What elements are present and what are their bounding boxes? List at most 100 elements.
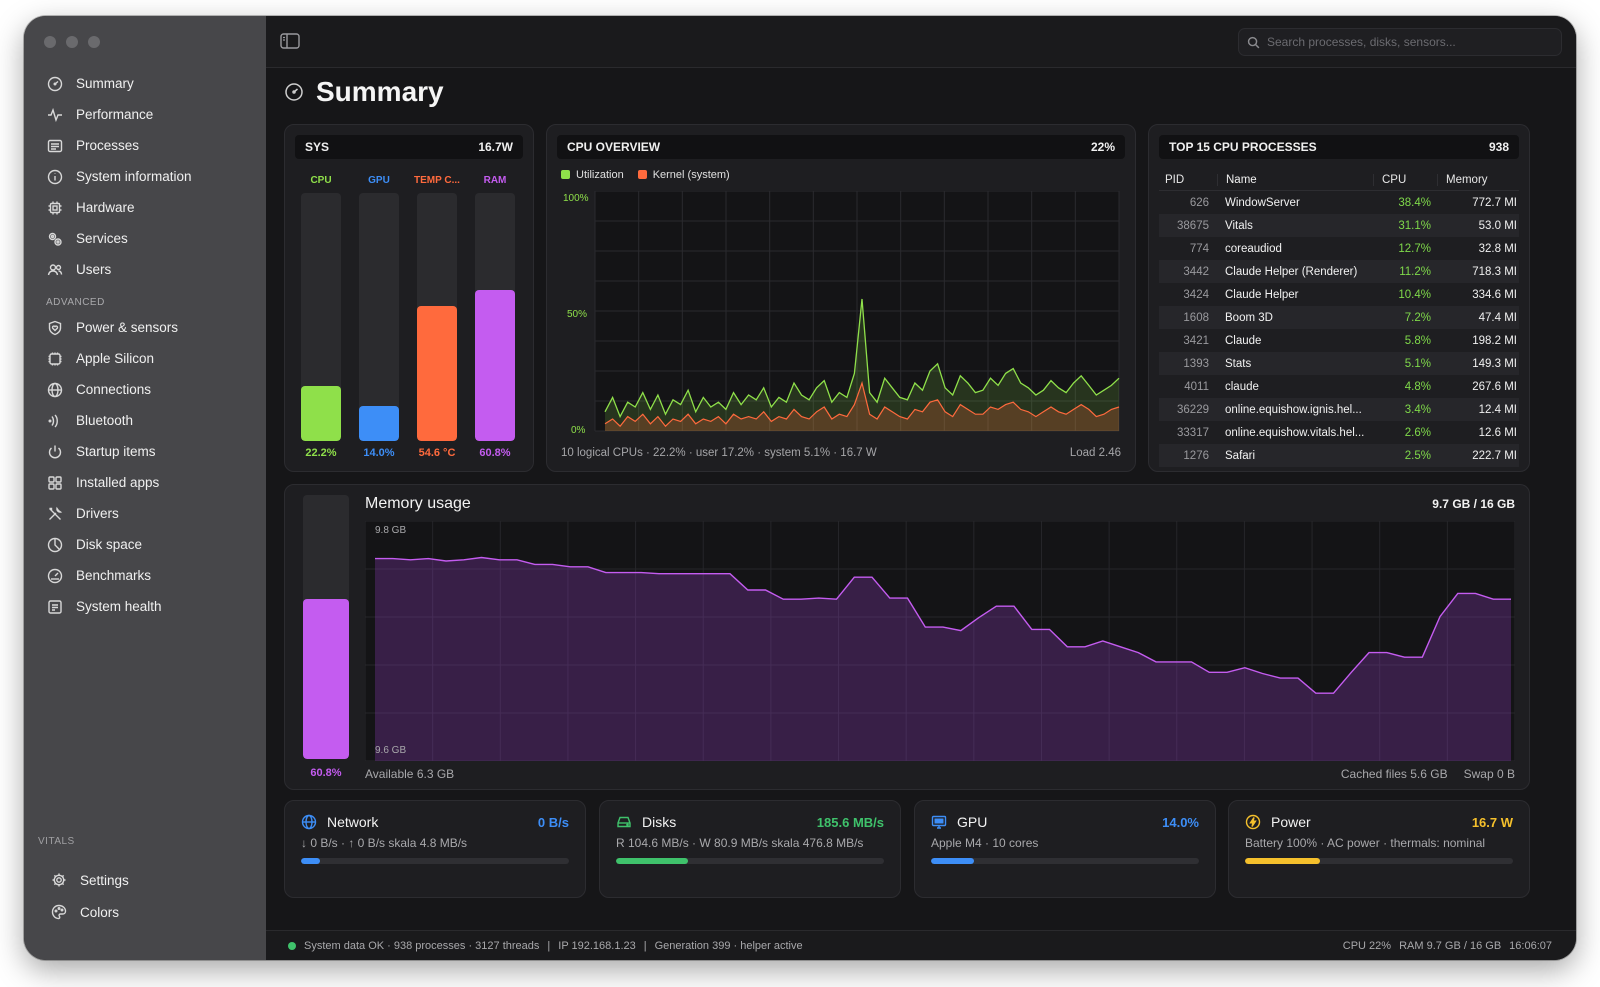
- table-row[interactable]: 3442 Claude Helper (Renderer) 11.2% 718.3 M…: [1159, 260, 1519, 283]
- minimize-window-button[interactable]: [66, 36, 78, 48]
- sidebar-toggle-icon[interactable]: [280, 32, 300, 50]
- sidebar-nav: Summary Performance Processes System inf…: [40, 68, 252, 622]
- gpu-tile[interactable]: GPU 14.0% Apple M4 · 10 cores: [914, 800, 1216, 898]
- table-row[interactable]: 3421 Claude 5.8% 198.2 MI: [1159, 329, 1519, 352]
- sidebar-item-label: Hardware: [76, 200, 135, 215]
- sidebar-item-label: Summary: [76, 76, 134, 91]
- sidebar-item-system-health[interactable]: System health: [40, 591, 252, 622]
- process-pid: 3442: [1183, 265, 1209, 278]
- processes-title: TOP 15 CPU PROCESSES: [1169, 140, 1317, 154]
- status-ram: RAM 9.7 GB / 16 GB: [1399, 939, 1502, 952]
- status-separator: |: [643, 939, 647, 952]
- sidebar-item-label: Colors: [80, 904, 120, 920]
- disks-tile[interactable]: Disks 185.6 MB/s R 104.6 MB/s · W 80.9 M…: [599, 800, 901, 898]
- gear-icon: [50, 871, 68, 889]
- memory-chart: 9.8 GB 9.6 GB: [365, 521, 1515, 761]
- cpu-bar-label: CPU: [310, 175, 332, 186]
- table-row[interactable]: 36229 online.equishow.ignis.hel... 3.4% 12.…: [1159, 398, 1519, 421]
- sidebar-item-installed-apps[interactable]: Installed apps: [40, 467, 252, 498]
- sidebar: Summary Performance Processes System inf…: [24, 16, 266, 960]
- disks-value: 185.6 MB/s: [816, 814, 884, 830]
- sidebar-item-drivers[interactable]: Drivers: [40, 498, 252, 529]
- process-name: Safari: [1225, 449, 1256, 462]
- memory-y-bottom-label: 9.6 GB: [375, 745, 406, 756]
- column-header-memory[interactable]: Memory: [1437, 173, 1517, 186]
- gpu-progress-fill: [931, 858, 974, 864]
- temp-bar-label: TEMP C...: [414, 175, 460, 186]
- status-time: 16:06:07: [1509, 939, 1552, 952]
- main-content: Summary SYS 16.7W CPU 22.2% GPU 14.0%: [266, 16, 1576, 960]
- table-row[interactable]: 1393 Stats 5.1% 149.3 MI: [1159, 352, 1519, 375]
- process-name: online.equishow.ignis.hel...: [1225, 403, 1362, 416]
- sidebar-item-services[interactable]: Services: [40, 223, 252, 254]
- process-cpu: 3.4%: [1404, 403, 1431, 416]
- sidebar-item-connections[interactable]: Connections: [40, 374, 252, 405]
- sidebar-item-performance[interactable]: Performance: [40, 99, 252, 130]
- cpu-y-tick-100: 100%: [563, 193, 589, 204]
- search-input[interactable]: [1267, 35, 1557, 49]
- process-memory: 12.6 MI: [1478, 426, 1517, 439]
- power-tile[interactable]: Power 16.7 W Battery 100% · AC power · t…: [1228, 800, 1530, 898]
- gauge-icon: [285, 83, 303, 101]
- process-name: Vitals: [1225, 219, 1253, 232]
- process-name: coreaudiod: [1225, 242, 1282, 255]
- temp-bar-value: 54.6 °C: [418, 447, 456, 459]
- gpu-label: GPU: [957, 814, 988, 830]
- search-field[interactable]: [1238, 28, 1562, 56]
- sidebar-item-disk-space[interactable]: Disk space: [40, 529, 252, 560]
- table-row[interactable]: 626 WindowServer 38.4% 772.7 MI: [1159, 191, 1519, 214]
- sidebar-item-label: Disk space: [76, 537, 143, 552]
- processes-table: PID Name CPU Memory 626 WindowServer 38.4%…: [1159, 169, 1519, 467]
- table-row[interactable]: 774 coreaudiod 12.7% 32.8 MI: [1159, 237, 1519, 260]
- sidebar-item-summary[interactable]: Summary: [40, 68, 252, 99]
- disks-label: Disks: [642, 814, 677, 830]
- cpu-bar-fill: [301, 385, 341, 441]
- process-memory: 149.3 MI: [1472, 357, 1517, 370]
- table-row[interactable]: 4011 claude 4.8% 267.6 MI: [1159, 375, 1519, 398]
- process-cpu: 2.5%: [1404, 449, 1431, 462]
- process-name: claude: [1225, 380, 1259, 393]
- zoom-window-button[interactable]: [88, 36, 100, 48]
- gpu-bar-label: GPU: [368, 175, 390, 186]
- process-cpu: 12.7%: [1398, 242, 1431, 255]
- sidebar-item-bluetooth[interactable]: Bluetooth: [40, 405, 252, 436]
- network-tile[interactable]: Network 0 B/s ↓ 0 B/s · ↑ 0 B/s skala 4.…: [284, 800, 586, 898]
- sidebar-item-startup-items[interactable]: Startup items: [40, 436, 252, 467]
- sidebar-item-users[interactable]: Users: [40, 254, 252, 285]
- status-separator: |: [547, 939, 551, 952]
- sidebar-item-settings[interactable]: Settings: [44, 864, 256, 896]
- table-row[interactable]: 38675 Vitals 31.1% 53.0 MI: [1159, 214, 1519, 237]
- process-memory: 267.6 MI: [1472, 380, 1517, 393]
- process-pid: 36229: [1177, 403, 1209, 416]
- table-row[interactable]: 3424 Claude Helper 10.4% 334.6 MI: [1159, 283, 1519, 306]
- sidebar-item-colors[interactable]: Colors: [44, 896, 256, 928]
- sidebar-item-apple-silicon[interactable]: Apple Silicon: [40, 343, 252, 374]
- sidebar-item-benchmarks[interactable]: Benchmarks: [40, 560, 252, 591]
- column-header-name[interactable]: Name: [1217, 173, 1373, 186]
- sidebar-item-system-information[interactable]: System information: [40, 161, 252, 192]
- shield-heart-icon: [46, 319, 64, 337]
- bluetooth-icon: [46, 412, 64, 430]
- sys-power: 16.7W: [478, 140, 513, 154]
- memory-title: Memory usage: [365, 495, 471, 512]
- process-pid: 3421: [1183, 334, 1209, 347]
- column-header-pid[interactable]: PID: [1165, 173, 1185, 186]
- sidebar-item-label: Bluetooth: [76, 413, 134, 428]
- table-row[interactable]: 33317 online.equishow.vitals.hel... 2.6% 12…: [1159, 421, 1519, 444]
- sidebar-item-power-sensors[interactable]: Power & sensors: [40, 312, 252, 343]
- process-pid: 1276: [1183, 449, 1209, 462]
- gpu-progress: [931, 858, 1199, 864]
- table-row[interactable]: 1276 Safari 2.5% 222.7 MI: [1159, 444, 1519, 467]
- sidebar-item-processes[interactable]: Processes: [40, 130, 252, 161]
- column-header-cpu[interactable]: CPU: [1373, 173, 1437, 186]
- gauge-icon: [46, 75, 64, 93]
- process-cpu: 10.4%: [1398, 288, 1431, 301]
- process-name: Claude Helper (Renderer): [1225, 265, 1358, 278]
- memory-bar: [303, 495, 349, 759]
- vitals-section-label: VITALS: [38, 836, 75, 847]
- tools-icon: [46, 505, 64, 523]
- table-row[interactable]: 1608 Boom 3D 7.2% 47.4 MI: [1159, 306, 1519, 329]
- sidebar-item-hardware[interactable]: Hardware: [40, 192, 252, 223]
- close-window-button[interactable]: [44, 36, 56, 48]
- process-pid: 626: [1189, 196, 1209, 209]
